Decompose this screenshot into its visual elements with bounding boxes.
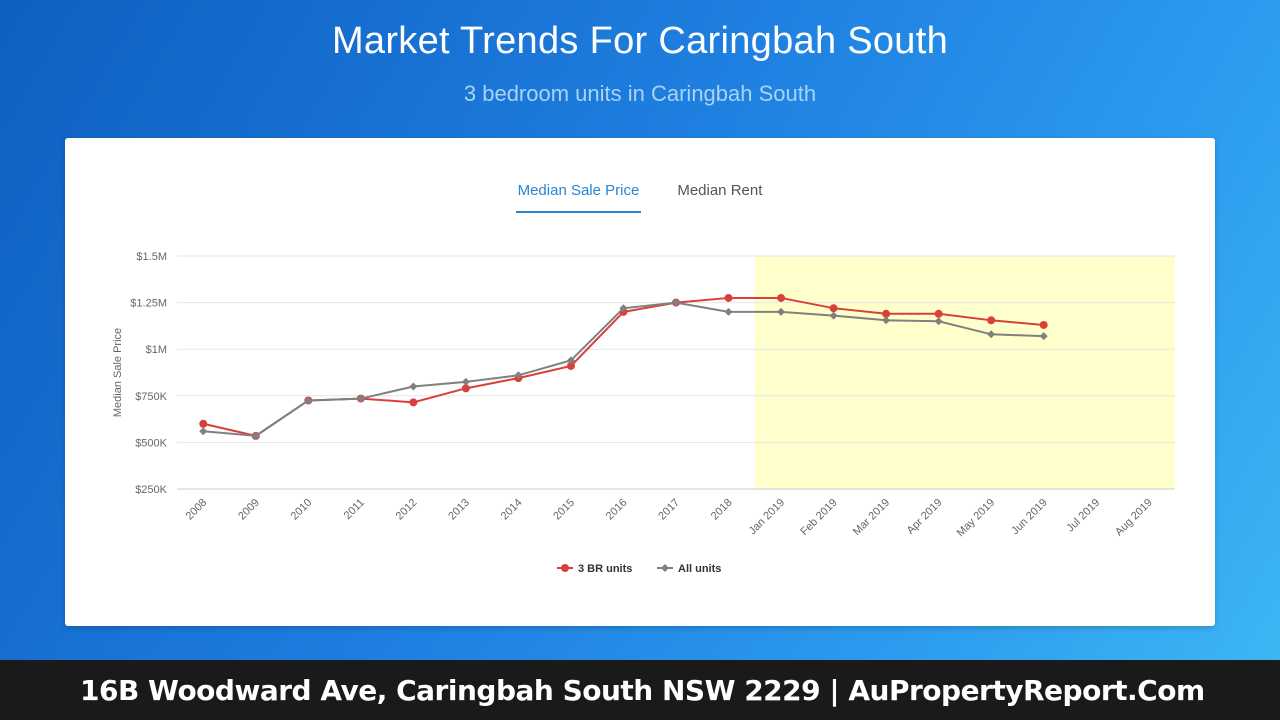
x-tick-label: Mar 2019 [851,497,892,538]
data-point-3br [777,293,786,302]
data-point-3br [987,316,996,325]
y-tick-label: $250K [135,484,167,496]
x-tick-label: Feb 2019 [798,497,839,538]
x-tick-label: 2013 [446,497,472,523]
data-point-3br [566,361,575,370]
page-subtitle: 3 bedroom units in Caringbah South [463,81,817,106]
legend-marker-diamond [661,564,669,572]
chart-tabs: Median Sale Price Median Rent [65,182,1215,213]
data-point-3br [829,304,838,313]
data-point-3br [461,384,470,393]
data-point-all-units [882,316,891,325]
data-point-all-units [304,396,313,405]
data-point-all-units [777,307,786,316]
x-tick-label: Jan 2019 [747,497,787,537]
x-tick-label: Jun 2019 [1009,497,1049,537]
data-point-3br [409,398,418,407]
x-tick-label: Aug 2019 [1113,497,1155,539]
x-tick-label: May 2019 [955,497,998,540]
chart-card: Median Sale Price Median Rent $1.5M $1.25… [65,138,1215,626]
data-point-all-units [619,304,628,313]
x-tick-label: 2010 [289,497,315,523]
x-tick-label: 2017 [656,497,682,523]
data-point-all-units [724,307,733,316]
y-tick-label: $750K [135,391,167,403]
data-point-all-units [356,394,365,403]
tab-median-sale-price[interactable]: Median Sale Price [515,182,642,213]
x-tick-label: 2009 [236,497,262,523]
data-point-all-units [1039,332,1048,341]
data-point-all-units [199,427,208,436]
x-tick-label: 2016 [604,497,630,523]
y-tick-label: $1.25M [130,298,167,310]
data-point-all-units [514,371,523,380]
x-tick-label: 2012 [394,497,420,523]
data-point-all-units [829,311,838,320]
data-point-3br [724,293,733,302]
highlight-region [754,256,1175,489]
x-tick-label: Jul 2019 [1064,497,1102,535]
data-point-all-units [566,356,575,365]
line-chart: $1.5M $1.25M $1M $750K $500K $250K Median Sale… [112,251,1175,575]
data-point-all-units [409,382,418,391]
y-axis-label: Median Sale Price [112,328,124,417]
x-tick-label: 2018 [709,497,735,523]
x-tick-label: 2008 [184,497,210,523]
tab-median-rent[interactable]: Median Rent [677,182,763,199]
y-tick-label: $1.5M [136,251,167,263]
data-point-all-units [672,298,680,307]
page-title: Market Trends For Caringbah South [331,20,949,62]
x-tick-label: Apr 2019 [905,497,945,537]
data-point-all-units [251,431,260,440]
legend-label: All units [678,563,721,575]
legend-marker-circle [561,564,569,572]
legend-label: 3 BR units [578,563,632,575]
x-tick-label: 2015 [551,497,577,523]
footer-address: 16B Woodward Ave, Caringbah South NSW 22… [80,674,1205,707]
y-tick-label: $500K [135,437,167,449]
x-tick-label: 2011 [342,497,367,522]
footer-bar: 16B Woodward Ave, Caringbah South NSW 22… [0,660,1280,720]
data-point-3br [199,419,208,428]
data-point-all-units [987,330,996,339]
data-point-3br [882,309,891,318]
y-tick-label: $1M [146,344,167,356]
data-point-all-units [934,317,943,326]
data-point-all-units [461,377,470,386]
data-point-3br [934,309,943,318]
data-point-3br [1039,320,1048,329]
x-tick-label: 2014 [499,497,525,523]
